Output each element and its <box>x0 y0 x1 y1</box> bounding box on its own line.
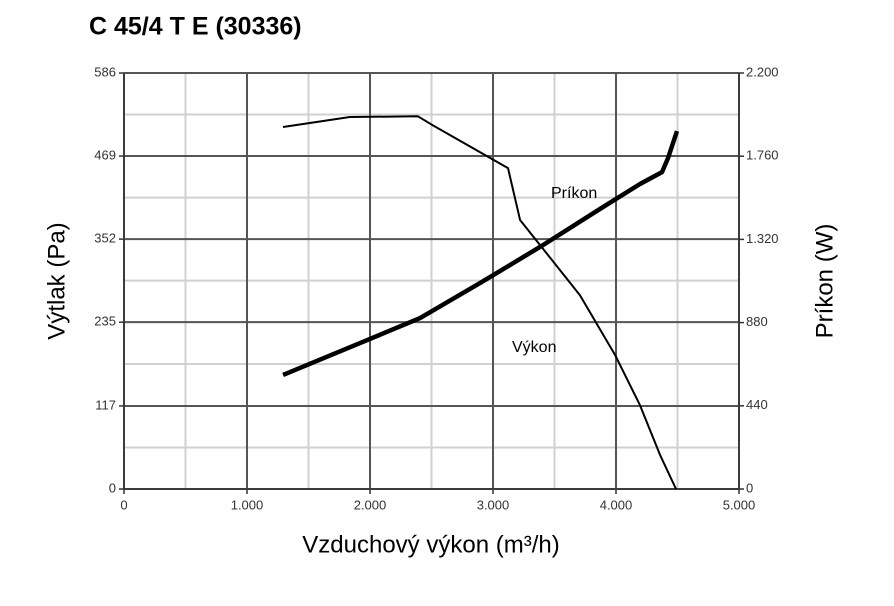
y2-axis-label: Príkon (W) <box>811 224 838 339</box>
x-tick-label: 0 <box>120 497 127 512</box>
x-tick-label: 2.000 <box>354 497 387 512</box>
x-tick-label: 3.000 <box>477 497 510 512</box>
series-line <box>282 115 677 490</box>
y-tick-label: 469 <box>94 147 116 162</box>
y-tick-label: 0 <box>109 480 116 495</box>
y-tick-label: 586 <box>94 64 116 79</box>
y-tick-label: 352 <box>94 231 116 246</box>
y-tick-label: 235 <box>94 314 116 329</box>
y2-tick-label: 880 <box>746 314 768 329</box>
series-line <box>282 130 680 378</box>
chart-title: C 45/4 T E (30336) <box>89 13 302 41</box>
x-tick-label: 1.000 <box>231 497 264 512</box>
y2-tick-label: 1.760 <box>746 148 779 163</box>
y2-tick-label: 1.320 <box>746 231 779 246</box>
y2-tick-label: 0 <box>746 480 753 495</box>
x-tick-label: 5.000 <box>723 497 756 512</box>
series-label: Príkon <box>551 185 597 202</box>
series-label: Výkon <box>512 339 556 356</box>
y-axis-label: Výtlak (Pa) <box>43 222 70 339</box>
y2-tick-label: 440 <box>746 397 768 412</box>
y2-tick-label: 2.200 <box>746 64 779 79</box>
x-axis-label: Vzduchový výkon (m³/h) <box>302 531 559 558</box>
x-tick-label: 4.000 <box>600 497 633 512</box>
y-tick-label: 117 <box>95 397 116 412</box>
